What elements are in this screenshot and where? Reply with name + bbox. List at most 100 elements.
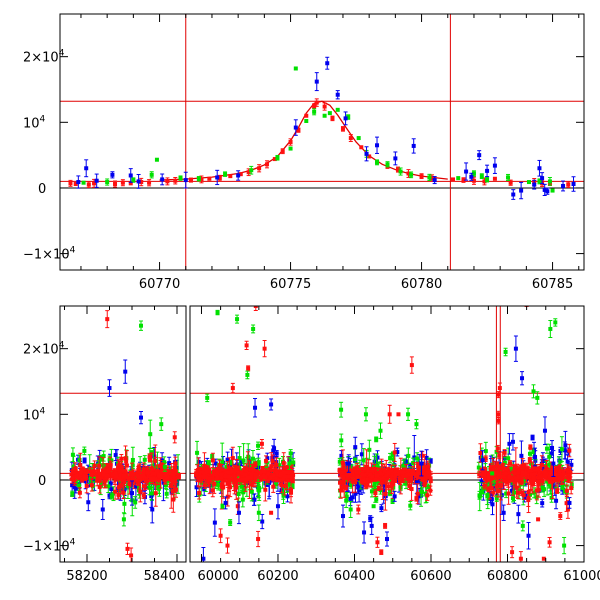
top-xtick-label-1: 60775 bbox=[270, 277, 311, 292]
bottom-point bbox=[73, 466, 78, 472]
bottom-outlier-2-7 bbox=[212, 508, 217, 537]
bottom-ytick-exponent-3: 4 bbox=[59, 341, 65, 351]
top-point-1-24 bbox=[427, 173, 432, 182]
bottom-point bbox=[118, 476, 123, 481]
bottom-ytick-label-3: 2×104 bbox=[23, 341, 65, 358]
bottom-frame-0 bbox=[59, 305, 187, 563]
top-point-1-13 bbox=[312, 108, 317, 116]
bottom-point bbox=[207, 475, 212, 482]
bottom-season-1 bbox=[194, 438, 296, 530]
bottom-point bbox=[409, 476, 414, 483]
top-point-1-6 bbox=[196, 176, 201, 182]
top-frame bbox=[59, 13, 585, 271]
top-point-0-5 bbox=[120, 179, 125, 187]
bottom-point bbox=[151, 476, 156, 481]
bottom-data-layer bbox=[60, 306, 584, 562]
bottom-outlier-1-19 bbox=[378, 422, 383, 439]
top-ytick-label-0: −1×104 bbox=[23, 246, 76, 263]
top-point-1-21 bbox=[385, 161, 390, 168]
bottom-outlier-0-19 bbox=[383, 522, 388, 529]
bottom-point bbox=[520, 470, 525, 475]
top-point-0-39 bbox=[451, 177, 455, 182]
bottom-outlier-1-17 bbox=[363, 407, 368, 422]
bottom-outlier-0-4 bbox=[172, 431, 177, 444]
top-ytick-label-1: 0 bbox=[38, 182, 46, 197]
top-point-2-26 bbox=[519, 181, 524, 200]
bottom-point bbox=[527, 457, 532, 463]
top-point-2-9 bbox=[236, 170, 241, 181]
top-series-0 bbox=[68, 98, 571, 189]
top-point-1-12 bbox=[304, 118, 309, 123]
bottom-outlier-1-20 bbox=[406, 407, 411, 421]
top-point-1-4 bbox=[154, 157, 159, 162]
bottom-point bbox=[499, 482, 504, 487]
bottom-outlier-1-23 bbox=[503, 347, 508, 357]
bottom-point bbox=[283, 470, 288, 475]
top-point-2-7 bbox=[183, 171, 188, 189]
top-point-2-30 bbox=[542, 183, 547, 196]
bottom-season-3 bbox=[476, 430, 574, 524]
bottom-point bbox=[173, 481, 178, 498]
top-point-0-14 bbox=[217, 174, 222, 182]
bottom-ytick-label-2: 104 bbox=[23, 406, 46, 423]
top-point-2-27 bbox=[532, 179, 537, 190]
top-point-1-18 bbox=[356, 136, 361, 141]
top-xtick-label-3: 60785 bbox=[532, 277, 573, 292]
top-point-0-29 bbox=[340, 126, 345, 132]
top-point-2-33 bbox=[571, 176, 576, 192]
bottom-point bbox=[268, 467, 273, 473]
top-ytick-label-3: 2×104 bbox=[23, 49, 65, 66]
top-point-1-5 bbox=[178, 175, 183, 181]
bottom-outlier-1-15 bbox=[339, 401, 344, 418]
bottom-point bbox=[226, 470, 231, 475]
bottom-outlier-0-20 bbox=[387, 404, 392, 424]
top-point-1-32 bbox=[547, 177, 552, 186]
top-ytick-exponent-3: 4 bbox=[59, 49, 65, 59]
top-series-1 bbox=[81, 66, 555, 193]
bottom-point bbox=[82, 457, 87, 464]
bottom-outlier-1-25 bbox=[531, 384, 536, 399]
top-point-0-4 bbox=[113, 180, 118, 188]
top-point-0-19 bbox=[264, 160, 269, 169]
bottom-outlier-0-5 bbox=[218, 528, 223, 544]
bottom-point bbox=[176, 472, 181, 479]
bottom-point bbox=[104, 471, 109, 480]
bottom-point bbox=[164, 489, 169, 499]
bottom-outlier-2-16 bbox=[362, 521, 367, 544]
bottom-outlier-1-0 bbox=[109, 493, 114, 500]
top-point-1-25 bbox=[456, 176, 461, 181]
top-point-1-20 bbox=[375, 159, 380, 166]
bottom-point bbox=[138, 481, 143, 503]
bottom-outlier-2-10 bbox=[253, 398, 258, 418]
bottom-outlier-2-2 bbox=[123, 359, 128, 384]
bottom-point bbox=[253, 475, 258, 480]
bottom-point bbox=[113, 483, 118, 500]
top-point-2-29 bbox=[540, 172, 545, 185]
top-point-2-0 bbox=[76, 175, 81, 189]
bottom-point bbox=[288, 449, 293, 458]
top-point-0-9 bbox=[165, 177, 170, 186]
top-point-2-19 bbox=[432, 176, 437, 185]
bottom-point bbox=[210, 453, 215, 460]
bottom-point bbox=[171, 474, 176, 486]
bottom-outlier-0-31 bbox=[558, 512, 563, 520]
top-point-2-17 bbox=[393, 151, 398, 166]
bottom-ytick-exponent-2: 4 bbox=[40, 406, 46, 416]
top-point-2-4 bbox=[128, 168, 133, 183]
top-point-0-7 bbox=[139, 177, 144, 187]
top-point-0-18 bbox=[257, 164, 262, 173]
top-ytick-exponent-0: 4 bbox=[70, 246, 76, 256]
bottom-point bbox=[148, 475, 153, 483]
top-point-0-0 bbox=[68, 179, 73, 187]
top-point-1-16 bbox=[335, 107, 340, 112]
bottom-point bbox=[145, 467, 150, 478]
bottom-outlier-0-16 bbox=[356, 504, 361, 515]
top-point-1-27 bbox=[479, 173, 484, 179]
top-point-0-31 bbox=[359, 145, 364, 150]
bottom-point bbox=[249, 474, 254, 480]
bottom-outlier-0-3 bbox=[148, 458, 152, 463]
bottom-point bbox=[374, 496, 379, 503]
bottom-point bbox=[548, 477, 553, 484]
bottom-outlier-1-3 bbox=[159, 417, 164, 431]
bottom-outlier-2-11 bbox=[269, 398, 274, 411]
